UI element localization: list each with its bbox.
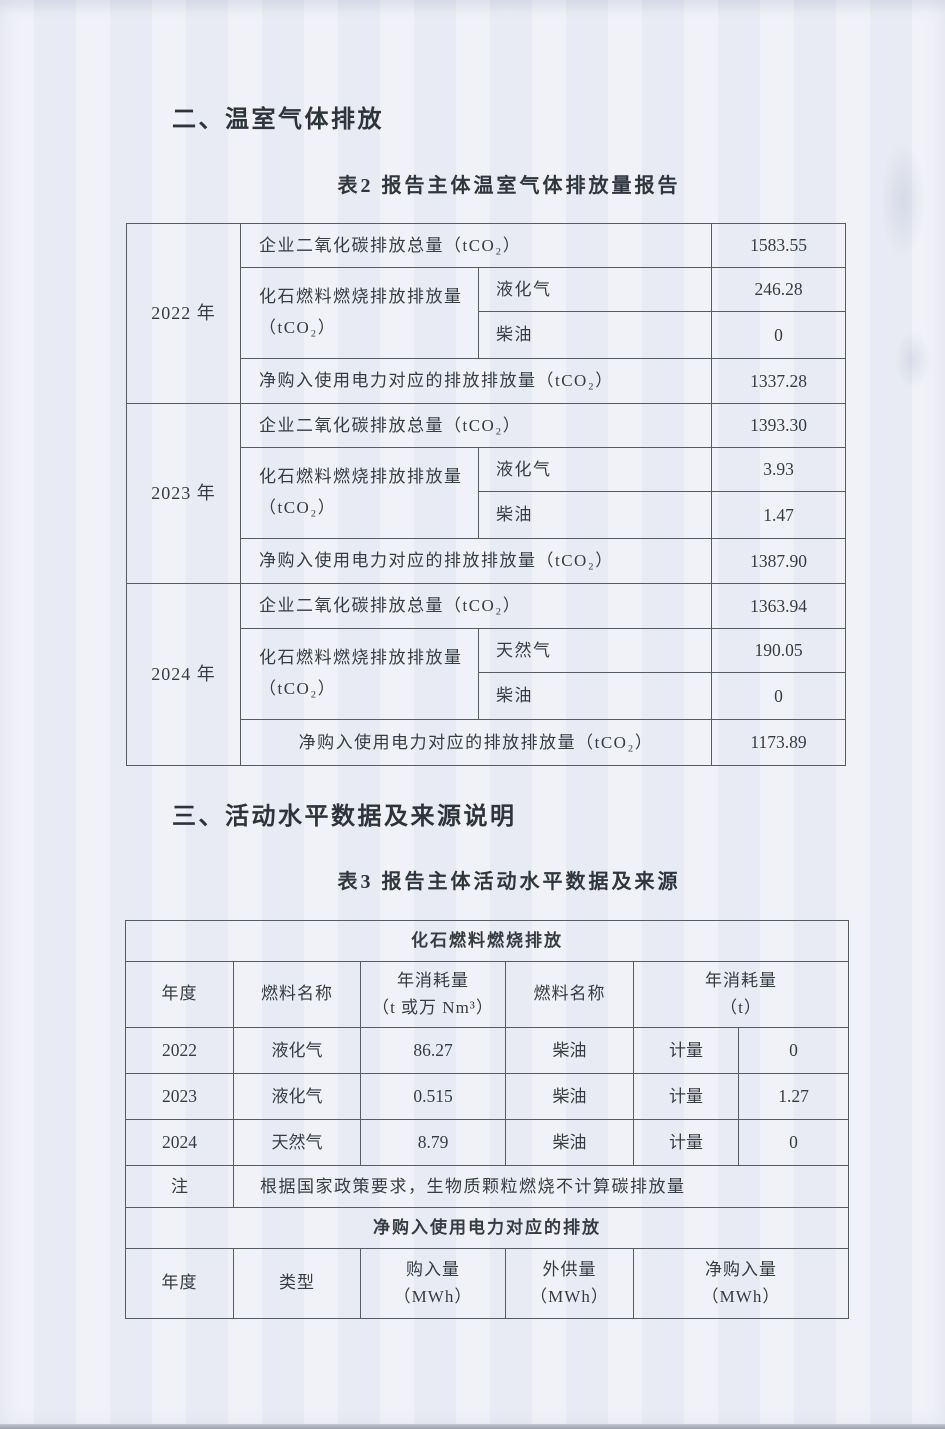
fuel-value: 246.28: [711, 267, 847, 312]
total-co2-label: 企业二氧化碳排放总量（tCO₂）: [239, 583, 713, 629]
table2-caption: 表2 报告主体温室气体排放量报告: [337, 175, 681, 197]
table-row: 2024 天然气 8.79 柴油 计量 0: [125, 1119, 849, 1166]
year-value: 2022: [125, 1027, 234, 1074]
electricity-value: 1173.89: [711, 719, 847, 766]
electricity-label: 净购入使用电力对应的排放排放量（tCO₂）: [239, 719, 713, 766]
fuel-name: 天然气: [477, 628, 713, 673]
year-value: 2023: [125, 1073, 234, 1120]
total-co2-value: 1363.94: [711, 583, 847, 629]
total-co2-label: 企业二氧化碳排放总量（tCO₂）: [239, 223, 713, 268]
fuel-value: 0: [711, 672, 847, 720]
electricity-section-header: 净购入使用电力对应的排放: [125, 1207, 849, 1249]
col-header-net-purchased: 净购入量 （MWh）: [633, 1248, 849, 1319]
consumption-value: 8.79: [360, 1119, 506, 1166]
fuel-name: 液化气: [477, 267, 713, 312]
note-text: 根据国家政策要求，生物质颗粒燃烧不计算碳排放量: [233, 1165, 849, 1208]
electricity-label: 净购入使用电力对应的排放排放量（tCO₂）: [239, 538, 713, 584]
electricity-value: 1337.28: [711, 358, 847, 404]
consumption-value: 0.515: [360, 1073, 506, 1120]
fuel-value: 0: [711, 311, 847, 359]
total-co2-value: 1583.55: [711, 223, 847, 268]
total-co2-value: 1393.30: [711, 403, 847, 448]
scan-smudge: [880, 140, 926, 260]
fossil-fuel-label: 化石燃料燃烧排放排放量 （tCO₂）: [240, 628, 479, 720]
col-header-year: 年度: [125, 961, 234, 1028]
col-header-annual-consumption-t: 年消耗量 （t）: [633, 961, 849, 1028]
section-heading-activity-data: 三、活动水平数据及来源说明: [172, 804, 517, 830]
note-row: 注 根据国家政策要求，生物质颗粒燃烧不计算碳排放量: [125, 1165, 849, 1208]
table3-caption: 表3 报告主体活动水平数据及来源: [337, 871, 681, 893]
year-cell: 2022 年: [126, 223, 241, 404]
section-heading-ghg-emissions: 二、温室气体排放: [172, 107, 384, 133]
year-cell: 2024 年: [126, 583, 241, 766]
electricity-label: 净购入使用电力对应的排放排放量（tCO₂）: [239, 358, 713, 404]
consumption-value: 0: [738, 1027, 849, 1074]
fuel-name: 液化气: [233, 1073, 361, 1120]
year-value: 2024: [125, 1119, 234, 1166]
col-header-exported: 外供量 （MWh）: [505, 1248, 634, 1319]
fuel-value: 3.93: [711, 447, 847, 492]
col-header-fuel-name: 燃料名称: [505, 961, 634, 1028]
measurement-type: 计量: [633, 1073, 739, 1120]
fuel-name: 柴油: [505, 1119, 634, 1166]
scan-smudge: [895, 330, 931, 390]
measurement-type: 计量: [633, 1027, 739, 1074]
consumption-value: 1.27: [738, 1073, 849, 1120]
fuel-name: 柴油: [505, 1073, 634, 1120]
activity-data-table: 化石燃料燃烧排放 年度 燃料名称 年消耗量 （t 或万 Nm³） 燃料名称 年消…: [125, 920, 849, 1319]
fuel-name: 液化气: [477, 447, 713, 492]
fuel-name: 柴油: [505, 1027, 634, 1074]
table-row: 2022 液化气 86.27 柴油 计量 0: [125, 1027, 849, 1074]
fuel-name: 液化气: [233, 1027, 361, 1074]
consumption-value: 86.27: [360, 1027, 506, 1074]
fuel-value: 1.47: [711, 491, 847, 539]
col-header-type: 类型: [233, 1248, 361, 1319]
col-header-purchased: 购入量 （MWh）: [360, 1248, 506, 1319]
scan-edge-strip: [0, 1424, 945, 1429]
fossil-fuel-label: 化石燃料燃烧排放排放量 （tCO₂）: [240, 267, 479, 359]
total-co2-label: 企业二氧化碳排放总量（tCO₂）: [239, 403, 713, 448]
table-row: 2023 液化气 0.515 柴油 计量 1.27: [125, 1073, 849, 1120]
fossil-fuel-label: 化石燃料燃烧排放排放量 （tCO₂）: [240, 447, 479, 539]
col-header-annual-consumption: 年消耗量 （t 或万 Nm³）: [360, 961, 506, 1028]
fuel-name: 柴油: [477, 311, 713, 359]
year-cell: 2023 年: [126, 403, 241, 584]
fossil-fuel-section-header: 化石燃料燃烧排放: [125, 920, 849, 962]
col-header-fuel-name: 燃料名称: [233, 961, 361, 1028]
measurement-type: 计量: [633, 1119, 739, 1166]
consumption-value: 0: [738, 1119, 849, 1166]
fuel-value: 190.05: [711, 628, 847, 673]
electricity-value: 1387.90: [711, 538, 847, 584]
fuel-name: 天然气: [233, 1119, 361, 1166]
fuel-name: 柴油: [477, 672, 713, 720]
fuel-name: 柴油: [477, 491, 713, 539]
note-label: 注: [125, 1165, 234, 1208]
ghg-emission-table: 2022 年 企业二氧化碳排放总量（tCO₂） 1583.55 化石燃料燃烧排放…: [126, 223, 847, 766]
col-header-year: 年度: [125, 1248, 234, 1319]
